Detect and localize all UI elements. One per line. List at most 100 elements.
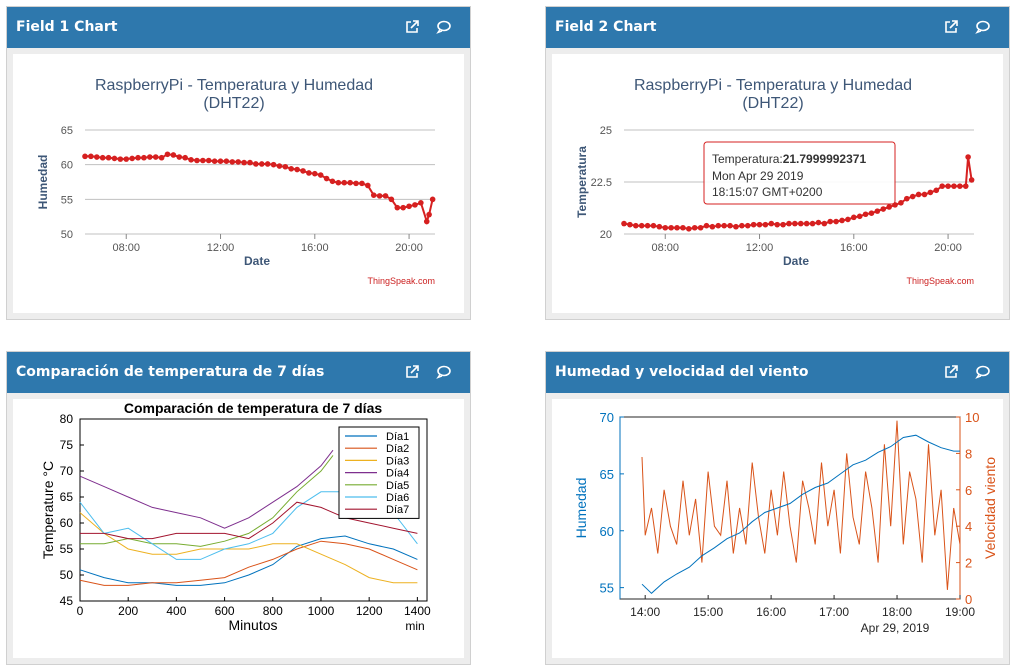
data-point [909,193,916,200]
data-point [365,182,371,189]
y-right-tick-label: 4 [965,519,972,534]
chart-title: Comparación de temperatura de 7 días [124,400,383,416]
data-point [247,159,253,166]
data-point [674,224,680,231]
data-point [774,221,780,228]
external-link-icon[interactable] [403,18,421,36]
data-point [868,210,875,216]
data-point [170,152,177,158]
data-point [329,178,336,185]
data-point [874,208,881,214]
y-right-tick-label: 0 [965,592,972,607]
data-point [927,189,934,196]
x-tick-label: 1000 [308,604,335,618]
data-point [152,154,159,160]
data-point [951,183,957,189]
data-point [276,163,283,169]
data-point [135,154,141,161]
data-point [406,203,412,210]
comment-icon[interactable] [974,18,992,36]
panel-title: Humedad y velocidad del viento [555,364,809,380]
data-point [82,153,88,160]
y-tick-label: 80 [60,412,74,426]
legend-label: Día1 [386,431,409,443]
data-point [164,151,171,158]
y-left-tick-label: 70 [600,410,614,425]
data-point [99,154,106,161]
data-point [668,224,674,231]
data-point [258,161,265,167]
tooltip-label-text: Temperatura: [712,152,783,166]
x-tick-label: 1400 [404,604,431,618]
series-line [79,512,418,584]
data-point [317,172,324,178]
external-link-icon[interactable] [942,18,960,36]
data-point [862,211,869,218]
data-point [957,183,963,189]
data-point [93,154,100,160]
data-point [394,204,401,211]
credit-text: ThingSpeak.com [367,276,435,286]
data-point [904,195,910,202]
data-point [632,222,639,229]
x-tick-label: 16:00 [756,605,786,619]
chart-area: Comparación de temperatura de 7 días 0 200… [13,399,464,658]
x-axis-label: Date [244,254,270,268]
data-point [733,223,739,230]
data-point [792,220,798,227]
data-point [388,196,395,203]
y-tick-label: 65 [61,125,73,137]
panel-header: Comparación de temperatura de 7 días [7,352,470,393]
data-point [945,183,951,189]
y-tick-label: 75 [60,438,74,452]
data-point [412,202,418,208]
series-line [79,535,418,586]
data-point [744,222,751,229]
panel-title: Comparación de temperatura de 7 días [16,364,325,380]
y-axis-label: Temperature °C [40,461,56,559]
y-left-tick-label: 55 [600,581,614,596]
external-link-icon[interactable] [403,363,421,381]
data-point [768,220,775,227]
comment-icon[interactable] [435,363,453,381]
humidity-wind-chart: 14:00 15:00 16:00 17:00 18:00 19:00 Apr 29, 20… [573,410,998,635]
data-point [129,155,135,162]
y-tick-label: 65 [60,490,74,504]
y-tick-label: 25 [600,125,612,137]
data-point [426,211,432,218]
external-link-icon[interactable] [942,363,960,381]
data-point [176,154,183,160]
data-point [429,196,436,203]
data-point [968,177,975,183]
legend-label: Día2 [386,443,409,455]
y-left-tick-label: 65 [600,467,614,482]
comment-icon[interactable] [435,18,453,36]
comment-icon[interactable] [974,363,992,381]
panel-header: Humedad y velocidad del viento [546,352,1009,393]
data-point [621,220,627,227]
series-line [641,420,961,590]
x-axis-label: Minutos [228,617,277,633]
data-point [147,154,153,160]
data-point [962,183,969,189]
data-point [921,191,928,198]
series-line [79,540,418,586]
data-point [898,200,904,206]
data-point [264,161,271,167]
data-point [229,159,236,165]
tooltip-date: Mon Apr 29 2019 [712,169,804,183]
data-point [662,224,669,231]
data-point [217,158,224,164]
x-tick-label: 18:00 [882,605,912,619]
panel-humidity-wind: Humedad y velocidad del viento 14:00 15:0… [545,351,1010,665]
data-point [300,168,306,174]
data-point [158,154,165,161]
credit-text: ThingSpeak.com [906,276,974,286]
data-point [400,204,406,211]
y-axis-label: Humedad [36,155,50,210]
series-line [641,434,960,594]
data-point [200,157,206,164]
x-tick-label: 15:00 [693,605,723,619]
data-point [323,175,330,182]
data-point [803,220,810,227]
